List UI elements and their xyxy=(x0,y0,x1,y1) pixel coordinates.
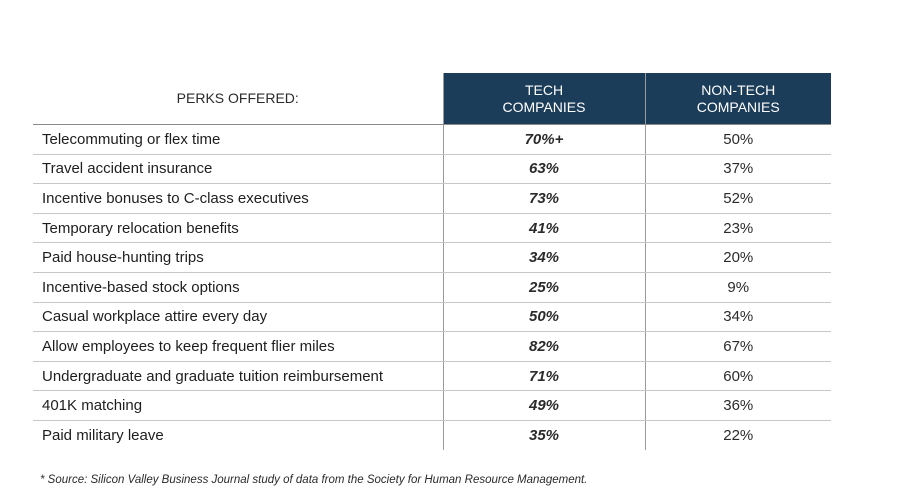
perk-cell: Temporary relocation benefits xyxy=(33,213,443,244)
perks-comparison-table: PERKS OFFERED: TECH COMPANIES NON-TECH C… xyxy=(33,73,831,450)
header-non-tech-companies: NON-TECH COMPANIES xyxy=(645,73,831,125)
tech-value-cell: 49% xyxy=(442,390,646,421)
perk-cell: Telecommuting or flex time xyxy=(33,124,443,155)
tech-value-cell: 71% xyxy=(442,361,646,392)
table-row: Incentive-based stock options 25% 9% xyxy=(33,272,831,303)
table-row: Travel accident insurance 63% 37% xyxy=(33,154,831,185)
tech-value-cell: 70%+ xyxy=(442,124,646,155)
perk-cell: Allow employees to keep frequent flier m… xyxy=(33,331,443,362)
perk-cell: Paid house-hunting trips xyxy=(33,242,443,273)
non-tech-value-cell: 36% xyxy=(645,390,831,421)
non-tech-value-cell: 67% xyxy=(645,331,831,362)
header-non-tech-line2: COMPANIES xyxy=(696,98,780,115)
table-header-row: PERKS OFFERED: TECH COMPANIES NON-TECH C… xyxy=(33,73,831,125)
perk-cell: Paid military leave xyxy=(42,426,164,444)
non-tech-value-cell: 34% xyxy=(645,302,831,333)
table-row: 401K matching 49% 36% xyxy=(33,390,831,421)
header-tech-line1: TECH xyxy=(524,81,564,98)
perk-cell: Travel accident insurance xyxy=(33,154,443,185)
table-row: Temporary relocation benefits 41% 23% xyxy=(33,213,831,244)
non-tech-value-cell: 22% xyxy=(723,426,754,444)
non-tech-value-cell: 9% xyxy=(645,272,831,303)
source-footnote: * Source: Silicon Valley Business Journa… xyxy=(40,474,588,486)
table-row: Telecommuting or flex time 70%+ 50% xyxy=(33,124,831,155)
table-row: Incentive bonuses to C-class executives … xyxy=(33,183,831,214)
non-tech-value-cell: 37% xyxy=(645,154,831,185)
table-row: Paid house-hunting trips 34% 20% xyxy=(33,242,831,273)
non-tech-value-cell: 50% xyxy=(645,124,831,155)
tech-value-cell: 73% xyxy=(442,183,646,214)
tech-value-cell: 25% xyxy=(442,272,646,303)
perk-cell: 401K matching xyxy=(33,390,443,421)
non-tech-value-cell: 52% xyxy=(645,183,831,214)
header-perks-offered: PERKS OFFERED: xyxy=(33,73,443,125)
tech-value-cell: 50% xyxy=(442,302,646,333)
perk-cell: Casual workplace attire every day xyxy=(33,302,443,333)
non-tech-value-cell: 20% xyxy=(645,242,831,273)
perk-cell: Incentive-based stock options xyxy=(33,272,443,303)
perk-cell: Undergraduate and graduate tuition reimb… xyxy=(33,361,443,392)
tech-value-cell: 34% xyxy=(442,242,646,273)
header-tech-companies: TECH COMPANIES xyxy=(442,73,646,125)
perk-cell: Incentive bonuses to C-class executives xyxy=(33,183,443,214)
non-tech-value-cell: 23% xyxy=(645,213,831,244)
tech-value-cell: 82% xyxy=(442,331,646,362)
table-row: Undergraduate and graduate tuition reimb… xyxy=(33,361,831,392)
non-tech-value-cell: 60% xyxy=(645,361,831,392)
table-row: Allow employees to keep frequent flier m… xyxy=(33,331,831,362)
table-row: Casual workplace attire every day 50% 34… xyxy=(33,302,831,333)
header-non-tech-line1: NON-TECH xyxy=(701,81,776,98)
table-row: Paid military leave 35% 22% xyxy=(33,420,831,450)
tech-value-cell: 35% xyxy=(442,420,646,450)
header-tech-line2: COMPANIES xyxy=(502,98,586,115)
tech-value-cell: 63% xyxy=(442,154,646,185)
tech-value-cell: 41% xyxy=(442,213,646,244)
